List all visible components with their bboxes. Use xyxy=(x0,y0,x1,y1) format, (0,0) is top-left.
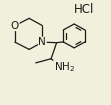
Text: O: O xyxy=(11,21,19,31)
Text: HCl: HCl xyxy=(74,3,94,16)
Text: N: N xyxy=(39,37,46,47)
Text: NH$_2$: NH$_2$ xyxy=(54,61,75,74)
